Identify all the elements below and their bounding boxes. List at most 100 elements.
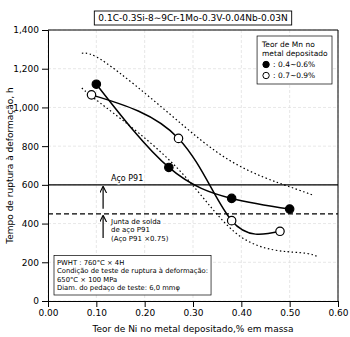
legend: Teor de Mn nometal depositado : 0.4∼0.6%:… <box>257 36 332 84</box>
grid-line-x <box>338 30 339 301</box>
envelope-line <box>82 88 319 257</box>
series-line <box>96 84 289 209</box>
tick-mark <box>42 301 48 302</box>
grid-line-y <box>48 146 338 147</box>
y-axis: 0 200 400 600 800 1,000 1,200 1,400 <box>13 25 48 306</box>
tick-mark <box>145 301 146 307</box>
reference-line <box>48 213 338 214</box>
text-line: de aço P91 <box>111 226 150 234</box>
text-line: 650°C × 100 MPa <box>57 276 117 284</box>
text-line: (Aço P91 ×0.75) <box>111 235 169 243</box>
tick: 0.50 <box>280 301 300 318</box>
tick-mark <box>42 69 48 70</box>
text-line: Condição de teste de ruptura à deformaçã… <box>57 267 208 275</box>
reference-line <box>48 184 338 185</box>
chart: 0.00 0.10 0.20 0.30 0.40 0.50 0.60 0 200 400 600 80… <box>0 0 350 337</box>
tick: 0.00 <box>38 301 58 318</box>
point <box>87 91 95 99</box>
tick-label: 0.20 <box>135 308 155 318</box>
tick-label: 0.60 <box>328 308 348 318</box>
title: 0.1C-0.3Si-8∼9Cr-1Mo-0.3V-0.04Nb-0.03N <box>98 13 287 23</box>
point <box>227 194 235 202</box>
tick-mark <box>96 301 97 307</box>
grid-line-x <box>241 30 242 301</box>
tick-label: 1,400 <box>13 25 39 35</box>
tick-label: 400 <box>22 219 39 229</box>
grid-line-y <box>48 30 338 31</box>
tick: 0.20 <box>135 301 155 318</box>
arrow <box>102 187 103 209</box>
tick: 200 <box>22 258 48 268</box>
grid <box>48 30 338 301</box>
tick-label: 600 <box>22 180 39 190</box>
tick: 0.60 <box>328 301 348 318</box>
legend-marker <box>263 72 269 78</box>
x-axis: 0.00 0.10 0.20 0.30 0.40 0.50 0.60 <box>38 301 348 318</box>
tick-mark <box>42 185 48 186</box>
text-line: PWHT : 760°C × 4H <box>57 259 124 267</box>
text-line: Diam. do pedaço de teste: 6,0 mmφ <box>57 284 180 292</box>
axis-line <box>49 302 339 308</box>
tick: 800 <box>22 142 48 152</box>
legend-entry: : 0.7∼0.9% <box>273 71 315 80</box>
point <box>92 80 100 88</box>
legend-frame <box>257 36 332 84</box>
frame-line <box>48 30 338 31</box>
point <box>285 205 293 213</box>
legend-title: Teor de Mn nometal depositado <box>261 40 328 58</box>
annotation-box: PWHT : 760°C × 4HCondição de teste de ru… <box>54 256 211 296</box>
point <box>276 227 284 235</box>
point <box>227 216 235 224</box>
tick: 400 <box>22 219 48 229</box>
text-line: Aço P91 <box>111 174 143 183</box>
grid-line-y <box>48 184 338 185</box>
tick: 1,400 <box>13 25 48 35</box>
annotations: Aço P91 Junta de soldade aço P91(Aço P91 … <box>54 36 332 295</box>
tick: 1,000 <box>13 103 48 113</box>
tick-mark <box>42 146 48 147</box>
annotation-frame <box>54 256 211 296</box>
annotation: PWHT : 760°C × 4HCondição de teste de ru… <box>57 259 208 293</box>
tick: 0.40 <box>232 301 252 318</box>
arrow <box>102 216 103 238</box>
tick: 0.10 <box>87 301 107 318</box>
tick-mark <box>290 301 291 307</box>
tick-mark <box>42 224 48 225</box>
axis-line <box>42 31 49 302</box>
tick-mark <box>193 301 194 307</box>
tick: 0.30 <box>183 301 203 318</box>
tick-label: 1,200 <box>13 64 39 74</box>
reference-label: Junta de soldade aço P91(Aço P91 ×0.75) <box>110 218 169 243</box>
tick-label: 0.40 <box>232 308 252 318</box>
legend-marker <box>263 61 269 67</box>
tick-label: 200 <box>22 258 39 268</box>
tick: 1,200 <box>13 64 48 74</box>
grid-line-y <box>48 223 338 224</box>
title-box: 0.1C-0.3Si-8∼9Cr-1Mo-0.3V-0.04Nb-0.03N <box>94 11 291 25</box>
tick-mark <box>42 107 48 108</box>
point <box>174 134 182 142</box>
tick-label: 1,000 <box>13 103 39 113</box>
grid-line-y <box>48 107 338 108</box>
tick: 0 <box>33 296 48 306</box>
point <box>165 163 173 171</box>
tick-mark <box>42 262 48 263</box>
tick-mark <box>42 30 48 31</box>
tick: 600 <box>22 180 48 190</box>
tick-mark <box>241 301 242 307</box>
tick-mark <box>338 301 339 307</box>
title-frame <box>94 11 291 25</box>
y-axis-title: Tempo de ruptura à deformação, h <box>5 87 15 244</box>
legend-entry: : 0.4∼0.6% <box>273 60 315 69</box>
plot: 0.00 0.10 0.20 0.30 0.40 0.50 0.60 0 200 400 600 80… <box>13 25 349 318</box>
tick-label: 0.30 <box>183 308 203 318</box>
tick-label: 0.10 <box>87 308 107 318</box>
text-line: Junta de solda <box>110 218 161 226</box>
frame-line <box>338 30 339 301</box>
reference-label: Aço P91 <box>111 174 143 183</box>
tick-label: 0 <box>33 296 39 306</box>
tick-label: 0.50 <box>280 308 300 318</box>
text-line: metal depositado <box>262 49 328 58</box>
tick-label: 0.00 <box>38 308 58 318</box>
x-axis-title: Teor de Ni no metal depositado,% em mass… <box>91 324 293 334</box>
